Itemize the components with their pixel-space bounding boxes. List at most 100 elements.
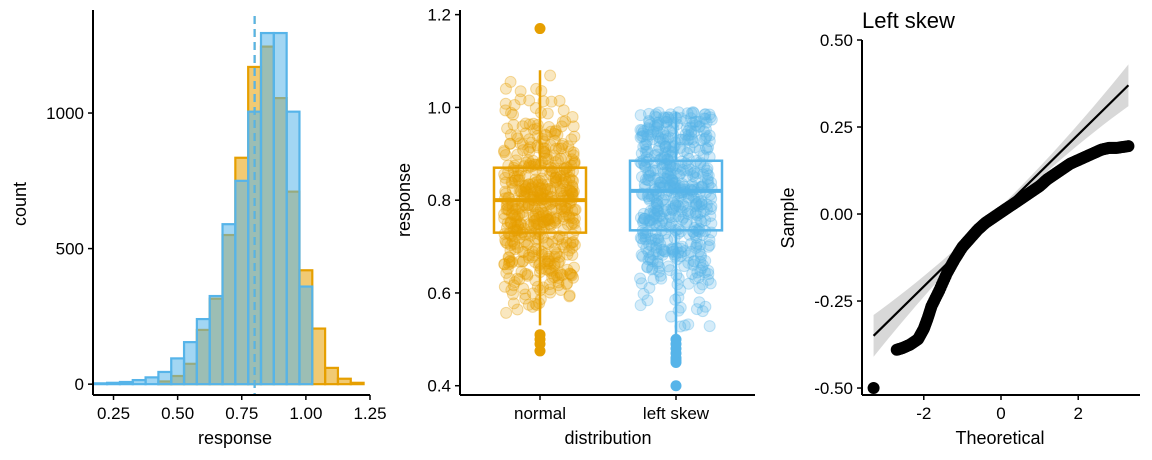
jitter-point-left_skew	[635, 170, 648, 183]
jitter-point-left_skew	[693, 120, 706, 133]
jitter-point-left_skew	[659, 130, 672, 143]
jitter-point-normal	[514, 184, 527, 197]
jitter-point-left_skew	[663, 208, 676, 221]
boxplots	[492, 23, 724, 392]
jitter-point-normal	[499, 176, 512, 189]
jitter-point-left_skew	[681, 146, 694, 159]
jitter-point-normal	[500, 266, 513, 279]
jitter-point-left_skew	[652, 232, 665, 245]
y-tick-label: 1.2	[427, 6, 451, 25]
jitter-point-normal	[513, 185, 526, 198]
jitter-point-normal	[563, 174, 576, 187]
jitter-point-left_skew	[694, 256, 707, 269]
jitter-point-normal	[544, 138, 557, 151]
jitter-point-left_skew	[648, 209, 661, 222]
jitter-point-left_skew	[662, 260, 675, 273]
jitter-point-left_skew	[687, 136, 700, 149]
jitter-point-left_skew	[668, 248, 681, 261]
jitter-point-normal	[504, 75, 517, 88]
jitter-point-left_skew	[659, 146, 672, 159]
jitter-point-normal	[549, 242, 562, 255]
jitter-point-left_skew	[703, 239, 716, 252]
jitter-point-left_skew	[654, 176, 667, 189]
jitter-point-left_skew	[641, 122, 654, 135]
jitter-point-normal	[563, 289, 576, 302]
jitter-point-left_skew	[652, 265, 665, 278]
jitter-point-left_skew	[643, 116, 656, 129]
jitter-point-normal	[542, 160, 555, 173]
jitter-point-normal	[521, 268, 534, 281]
jitter-point-left_skew	[698, 132, 711, 145]
y-tick-label: 0	[75, 375, 84, 394]
x-tick-label: 1.00	[289, 404, 322, 423]
y-tick-label: 500	[56, 240, 84, 259]
jitter-point-normal	[506, 182, 519, 195]
jitter-point-normal	[562, 140, 575, 153]
jitter-point-left_skew	[693, 195, 706, 208]
jitter-point-normal	[506, 202, 519, 215]
jitter-point-left_skew	[686, 116, 699, 129]
jitter-point-left_skew	[684, 205, 697, 218]
boxplot-axes: normal left skew 0.4 0.6 0.8 1.0 1.2	[427, 6, 755, 423]
histogram-bar-left_skew	[234, 179, 250, 386]
jitter-point-normal	[522, 178, 535, 191]
jitter-point-left_skew	[638, 212, 651, 225]
jitter-point-left_skew	[675, 205, 688, 218]
jitter-point-normal	[561, 202, 574, 215]
jitter-point-left_skew	[688, 166, 701, 179]
jitter-point-left_skew	[693, 144, 706, 157]
jitter-point-normal	[557, 213, 570, 226]
jitter-point-normal	[513, 208, 526, 221]
jitter-point-left_skew	[655, 209, 668, 222]
jitter-point-left_skew	[641, 130, 654, 143]
jitter-point-normal	[508, 174, 521, 187]
jitter-point-left_skew	[661, 163, 674, 176]
histogram-bar-left_skew	[157, 370, 173, 386]
jitter-point-left_skew	[650, 237, 663, 250]
outlier-point	[670, 357, 682, 369]
jitter-point-normal	[555, 173, 568, 186]
jitter-point-normal	[531, 175, 544, 188]
jitter-point-normal	[516, 255, 529, 268]
jitter-point-left_skew	[690, 231, 703, 244]
x-tick-label: 2	[1073, 404, 1082, 423]
jitter-point-left_skew	[693, 282, 706, 295]
qq-y-axis-title: Sample	[778, 187, 798, 248]
jitter-point-normal	[534, 203, 547, 216]
jitter-point-left_skew	[701, 143, 714, 156]
jitter-point-left_skew	[644, 216, 657, 229]
histogram-y-axis-title: count	[10, 182, 30, 226]
jitter-point-left_skew	[703, 108, 716, 121]
jitter-point-normal	[517, 254, 530, 267]
jitter-point-left_skew	[662, 132, 675, 145]
jitter-point-normal	[566, 179, 579, 192]
jitter-point-normal	[501, 217, 514, 230]
jitter-point-normal	[556, 115, 569, 128]
jitter-point-normal	[556, 238, 569, 251]
jitter-point-left_skew	[635, 248, 648, 261]
qq-points	[867, 140, 1135, 395]
jitter-point-normal	[511, 241, 524, 254]
jitter-point-left_skew	[634, 109, 647, 122]
jitter-point-left_skew	[651, 197, 664, 210]
jitter-point-left_skew	[656, 248, 669, 261]
jitter-point-left_skew	[696, 259, 709, 272]
jitter-point-left_skew	[669, 176, 682, 189]
jitter-point-normal	[504, 244, 517, 257]
histogram-bar-normal	[336, 377, 352, 386]
jitter-point-left_skew	[656, 133, 669, 146]
jitter-point-normal	[555, 142, 568, 155]
jitter-point-left_skew	[665, 203, 678, 216]
jitter-point-normal	[548, 215, 561, 228]
jitter-point-left_skew	[701, 167, 714, 180]
histogram-bar-left_skew	[93, 382, 109, 386]
jitter-point-left_skew	[678, 260, 691, 273]
jitter-point-left_skew	[665, 173, 678, 186]
jitter-point-left_skew	[662, 131, 675, 144]
jitter-point-normal	[544, 212, 557, 225]
jitter-point-normal	[568, 217, 581, 230]
box-left_skew	[628, 159, 724, 232]
jitter-point-normal	[566, 204, 579, 217]
jitter-point-left_skew	[704, 203, 717, 216]
jitter-point-normal	[557, 210, 570, 223]
